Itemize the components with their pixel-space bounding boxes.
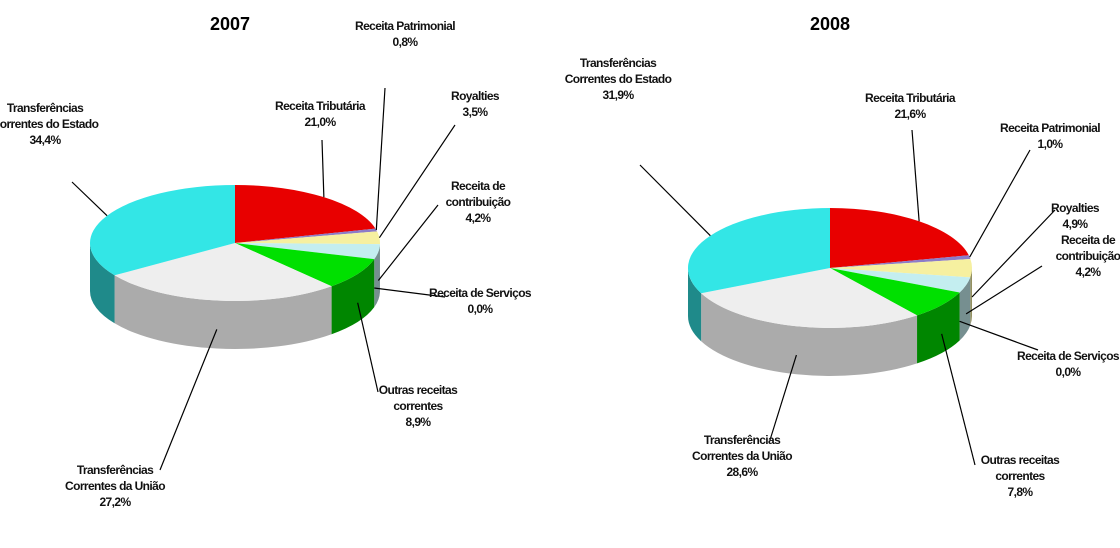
slice-label: Transferências Correntes da União 27,2% [55, 462, 175, 510]
value-label: 28,6% [726, 465, 758, 479]
category-label: Transferências Correntes da União [65, 463, 165, 493]
leader-line [971, 209, 1056, 298]
value-label: 4,2% [465, 211, 492, 225]
category-label: Transferências Correntes da União [692, 433, 792, 463]
leader-line [357, 302, 379, 393]
slice-label: Receita de contribuição 4,2% [1028, 232, 1120, 280]
slice-label: Receita Patrimonial 0,8% [345, 18, 465, 50]
slice-label: Royalties 4,9% [1015, 200, 1120, 232]
leader-line [959, 320, 1039, 351]
value-label: 3,5% [462, 105, 489, 119]
leader-line [941, 333, 976, 466]
value-label: 21,0% [304, 115, 336, 129]
slice-side [701, 293, 918, 376]
category-label: Receita de contribuição [1055, 233, 1120, 263]
slice-label: Receita Tributária 21,6% [850, 90, 970, 122]
category-label: Receita Patrimonial [355, 19, 456, 33]
category-label: Transferências Correntes do Estado [0, 101, 99, 131]
category-label: Royalties [451, 89, 500, 103]
category-label: Receita de contribuição [445, 179, 511, 209]
chart-title: 2007 [209, 14, 251, 34]
leader-line [375, 87, 386, 231]
leader-line [769, 354, 797, 441]
slice [687, 208, 830, 294]
category-label: Receita de Serviços [429, 286, 532, 300]
leader-line [71, 181, 108, 217]
slice-label: Outras receitas correntes 7,8% [960, 452, 1080, 500]
leader-line [378, 124, 456, 239]
value-label: 0,0% [1055, 365, 1082, 379]
leader-line [639, 164, 711, 237]
category-label: Transferências Correntes do Estado [564, 56, 672, 86]
value-label: 21,6% [894, 107, 926, 121]
value-label: 1,0% [1037, 137, 1064, 151]
category-label: Receita Patrimonial [1000, 121, 1101, 135]
slice-label: Transferências Correntes do Estado 31,9% [558, 55, 678, 103]
value-label: 4,9% [1062, 217, 1089, 231]
slice-label: Transferências Correntes da União 28,6% [682, 432, 802, 480]
value-label: 0,0% [467, 302, 494, 316]
slice-label: Royalties 3,5% [415, 88, 535, 120]
category-label: Outras receitas correntes [980, 453, 1060, 483]
slice-side [374, 244, 380, 308]
slice-label: Receita de Serviços 0,0% [1008, 348, 1120, 380]
slice [235, 243, 375, 287]
slice-side [114, 275, 332, 349]
slice-label: Transferências Correntes do Estado 34,4% [0, 100, 105, 148]
slice [830, 268, 960, 316]
slice-side [688, 268, 702, 342]
leader-line [969, 149, 1031, 258]
value-label: 34,4% [29, 133, 61, 147]
category-label: Royalties [1051, 201, 1100, 215]
slice [830, 255, 971, 268]
category-label: Receita Tributária [275, 99, 366, 113]
category-label: Outras receitas correntes [378, 383, 458, 413]
slice [235, 185, 376, 243]
slice-side [917, 292, 960, 364]
leader-line [911, 129, 920, 222]
slice [830, 208, 969, 268]
slice [235, 243, 380, 260]
slice [830, 258, 973, 278]
slice-label: Receita Tributária 21,0% [260, 98, 380, 130]
category-label: Receita de Serviços [1017, 349, 1120, 363]
slice [830, 268, 971, 293]
leader-line [374, 287, 446, 298]
value-label: 4,2% [1075, 265, 1102, 279]
chart-title: 2008 [809, 14, 851, 34]
slice-label: Receita de Serviços 0,0% [420, 285, 540, 317]
value-label: 0,8% [392, 35, 419, 49]
leader-line [965, 265, 1043, 315]
slice [89, 184, 235, 276]
value-label: 8,9% [405, 415, 432, 429]
leader-line [321, 139, 325, 198]
value-label: 27,2% [99, 495, 131, 509]
leader-line [159, 329, 218, 471]
slice [114, 243, 332, 302]
leader-line [377, 204, 439, 281]
value-label: 7,8% [1007, 485, 1034, 499]
slice [701, 268, 918, 328]
value-label: 31,9% [602, 88, 634, 102]
slice [235, 231, 380, 245]
slice-label: Receita de contribuição 4,2% [418, 178, 538, 226]
slice-label: Outras receitas correntes 8,9% [358, 382, 478, 430]
slice-label: Receita Patrimonial 1,0% [990, 120, 1110, 152]
category-label: Receita Tributária [865, 91, 956, 105]
slice [235, 228, 378, 243]
slice-side [331, 259, 375, 335]
slice-side [90, 243, 115, 324]
